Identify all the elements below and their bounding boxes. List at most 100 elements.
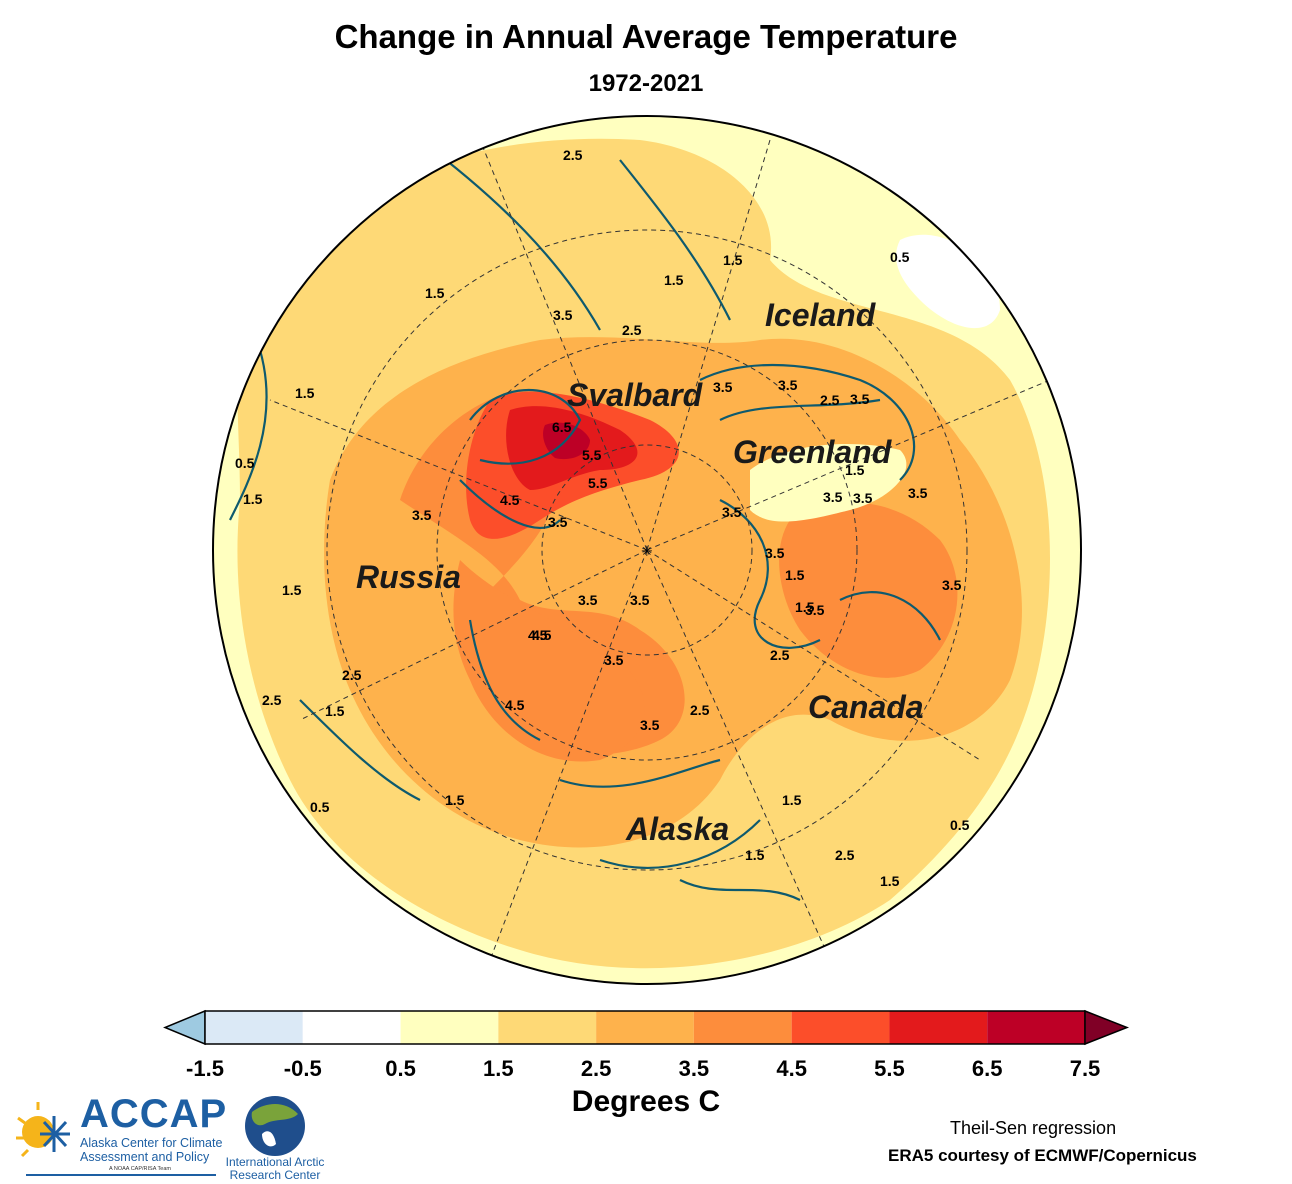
coastlines [229, 139, 941, 901]
colorbar-tick-label: -1.5 [186, 1056, 224, 1081]
contour-label: 1.5 [723, 252, 743, 268]
contour-label: 4.5 [505, 697, 525, 713]
colorbar-tick-label: 1.5 [483, 1056, 514, 1081]
contour-label: 1.5 [664, 272, 684, 288]
colorbar-bin [205, 1011, 303, 1044]
contour-label: 4.5 [500, 492, 520, 508]
map-border [212, 115, 1082, 985]
label-canada: Canada [808, 689, 924, 725]
contour-label: 2.5 [835, 847, 855, 863]
contour-label: 3.5 [850, 391, 870, 407]
contour-label: 0.5 [950, 817, 970, 833]
band-3.5-4.5-west [453, 560, 645, 762]
accap-line2: Assessment and Policy [80, 1150, 210, 1164]
contour-label: 3.5 [778, 377, 798, 393]
graticule [269, 139, 1051, 961]
accap-subtitle: Alaska Center for Climate Assessment and… [80, 1136, 222, 1164]
colorbar-bin [400, 1011, 499, 1044]
label-iceland: Iceland [765, 297, 877, 333]
sun-snowflake-icon [16, 1102, 70, 1158]
contour-label: 3.5 [553, 307, 573, 323]
colorbar-bin [987, 1011, 1085, 1044]
contour-label: 3.5 [604, 652, 624, 668]
label-greenland: Greenland [733, 434, 893, 470]
colorbar-tick-label: 7.5 [1069, 1056, 1101, 1081]
colorbar-bin [498, 1011, 597, 1044]
contour-label: 6.5 [552, 419, 572, 435]
contour-label: 2.5 [820, 392, 840, 408]
contour-label: 4.5 [528, 627, 548, 643]
contour-label: 3.5 [805, 602, 825, 618]
colorbar [163, 1009, 1130, 1046]
contour-label: 3.5 [548, 514, 568, 530]
contour-label: 2.5 [690, 702, 710, 718]
contour-label: 3.5 [942, 577, 962, 593]
accap-tagline: A NOAA CAP/RISA Team [109, 1166, 171, 1172]
contour-label: 1.5 [295, 385, 315, 401]
contour-label: 1.5 [243, 491, 263, 507]
chart-subtitle: 1972-2021 [588, 70, 704, 97]
iarc-line1: International Arctic [225, 1155, 325, 1169]
accap-logo: ACCAP Alaska Center for Climate Assessme… [14, 1092, 226, 1176]
colorbar-tick-label: 2.5 [580, 1056, 612, 1081]
units-label: Degrees C [571, 1085, 721, 1118]
method-note: Theil-Sen regression [950, 1118, 1117, 1138]
contour-label: 1.5 [745, 847, 765, 863]
band-0.5-1.5-greenland [750, 444, 907, 522]
accap-underline [26, 1174, 216, 1176]
iarc-logo: International Arctic Research Center [220, 1094, 330, 1184]
contour-label: 3.5 [578, 592, 598, 608]
data-source-note: ERA5 courtesy of ECMWF/Copernicus [888, 1146, 1197, 1165]
colorbar-tick-label: 0.5 [385, 1056, 416, 1081]
contour-label: 2.5 [563, 147, 583, 163]
contour-label: 3.5 [908, 485, 928, 501]
contour-label: 0.5 [235, 455, 255, 471]
contour-label: 1.5 [782, 792, 802, 808]
label-svalbard: Svalbard [567, 377, 704, 413]
colorbar-bin [302, 1011, 401, 1044]
contour-label: 1.5 [425, 285, 445, 301]
colorbar-bin [791, 1011, 890, 1044]
colorbar-bin [596, 1011, 694, 1044]
colorbar-over-arrow [1084, 1009, 1130, 1046]
contour-label: 5.5 [588, 475, 608, 491]
label-alaska: Alaska [625, 811, 729, 847]
contour-label: 1.5 [325, 703, 345, 719]
colorbar-tick-label: 3.5 [678, 1056, 710, 1081]
contour-label: 1.5 [795, 599, 815, 615]
colorbar-bin [889, 1011, 988, 1044]
contour-label: 1.5 [282, 582, 302, 598]
accap-line1: Alaska Center for Climate [80, 1136, 223, 1150]
contour-label: 2.5 [262, 692, 282, 708]
pole-marker: ✳ [641, 543, 653, 559]
contour-label: 1.5 [785, 567, 805, 583]
label-russia: Russia [356, 559, 461, 595]
contour-label: 3.5 [640, 717, 660, 733]
contour-label: 3.5 [853, 490, 873, 506]
colorbar-tick-label: 4.5 [776, 1056, 807, 1081]
contour-label: 3.5 [630, 592, 650, 608]
contour-label: 1.5 [880, 873, 900, 889]
contour-label: 2.5 [770, 647, 790, 663]
contour-label-layer: 2.51.51.53.52.51.51.50.50.51.53.5 3.53.52… [235, 147, 970, 889]
contour-label: 3.5 [765, 545, 785, 561]
contour-label: 0.5 [890, 249, 910, 265]
colorbar-tick-label: 6.5 [971, 1056, 1003, 1081]
contour-label: 4.5 [532, 627, 552, 643]
contour-label: 3.5 [713, 379, 733, 395]
colorbar-tick-label: 5.5 [874, 1056, 905, 1081]
band-3.5-4.5-canada [779, 502, 958, 678]
globe-icon [245, 1096, 305, 1156]
contour-label: 3.5 [823, 489, 843, 505]
temperature-field [213, 116, 1081, 984]
contour-label: 2.5 [622, 322, 642, 338]
iarc-name: International Arctic Research Center [220, 1156, 330, 1182]
colorbar-bin [693, 1011, 792, 1044]
contour-label: 1.5 [445, 792, 465, 808]
contour-label: 1.5 [845, 462, 865, 478]
contour-label: 0.5 [310, 799, 330, 815]
contour-label: 3.5 [722, 504, 742, 520]
colorbar-tick-label: -0.5 [283, 1056, 322, 1081]
region-labels: Iceland Svalbard Greenland Russia Canada… [356, 297, 924, 847]
